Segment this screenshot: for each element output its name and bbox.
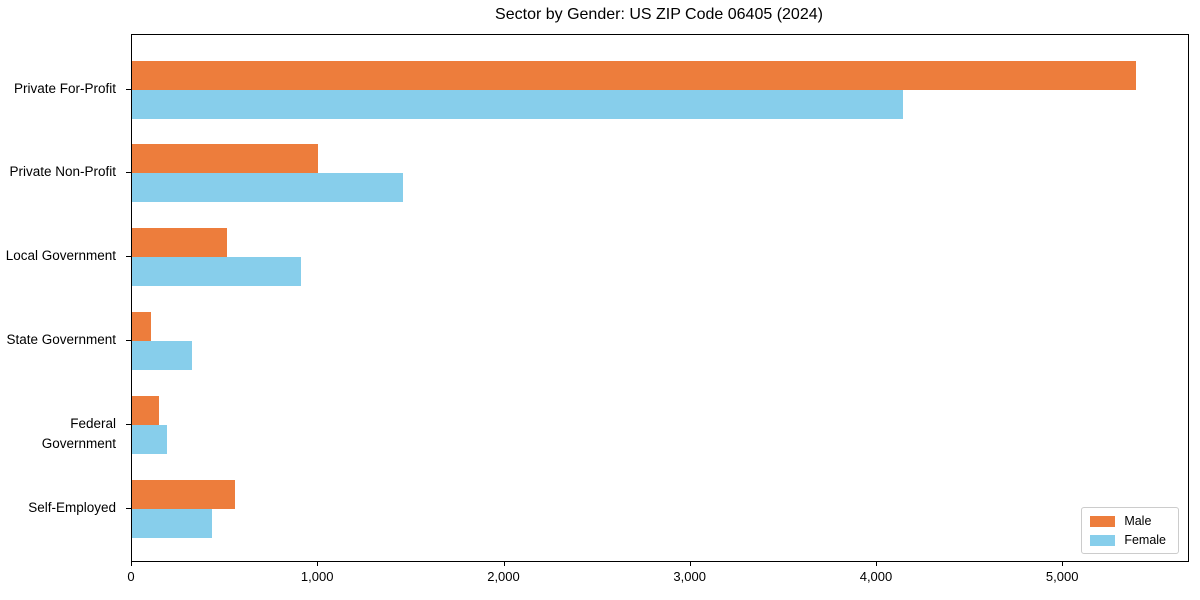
x-tick (317, 561, 319, 566)
y-tick (126, 424, 131, 426)
bar-male-private-for-profit (132, 60, 1136, 90)
y-tick-label-state-government: State Government (6, 332, 116, 348)
y-tick (126, 88, 131, 90)
legend-label-female: Female (1124, 533, 1166, 547)
y-tick-label-private-non-profit: Private Non-Profit (9, 164, 116, 180)
y-tick-label-self-employed: Self-Employed (28, 500, 116, 515)
chart-title: Sector by Gender: US ZIP Code 06405 (202… (495, 6, 823, 23)
y-tick-label-private-for-profit: Private For-Profit (13, 80, 116, 96)
x-tick-label-0: 0 (127, 569, 135, 584)
x-tick (876, 561, 877, 566)
x-tick (503, 561, 505, 566)
legend-item-male: Male (1090, 514, 1166, 528)
bar-male-federal-government (132, 396, 159, 426)
bar-male-private-non-profit (132, 144, 319, 174)
x-tick-label-5-000: 5,000 (1045, 569, 1079, 584)
legend-item-female: Female (1090, 533, 1166, 547)
y-tick-label-federal-government: Federal Government (41, 416, 116, 452)
legend-label-male: Male (1124, 514, 1152, 528)
x-tick-label-1-000: 1,000 (300, 569, 334, 584)
bar-female-private-for-profit (132, 89, 903, 119)
x-tick (689, 561, 691, 566)
bar-male-self-employed (132, 480, 236, 509)
x-tick-label-2-000: 2,000 (487, 569, 520, 584)
x-tick-label-4-000: 4,000 (859, 569, 893, 584)
x-tick (131, 561, 132, 566)
y-tick (126, 508, 131, 509)
legend-swatch-male (1090, 515, 1116, 527)
legend-swatch-female (1090, 534, 1116, 546)
y-tick (126, 172, 131, 174)
bar-male-state-government (132, 312, 151, 342)
y-tick-label-local-government: Local Government (5, 248, 116, 264)
legend: Male Female (1081, 507, 1179, 554)
x-tick-label-3-000: 3,000 (673, 569, 706, 584)
bar-male-local-government (132, 228, 227, 258)
bar-female-private-non-profit (132, 173, 403, 203)
bar-female-federal-government (132, 425, 168, 455)
bar-female-local-government (132, 257, 301, 287)
x-tick (1062, 561, 1064, 566)
y-tick (126, 340, 131, 342)
plot-area: Male Female (131, 34, 1189, 562)
y-tick (126, 256, 131, 258)
bar-female-self-employed (132, 509, 213, 538)
bar-female-state-government (132, 341, 192, 371)
